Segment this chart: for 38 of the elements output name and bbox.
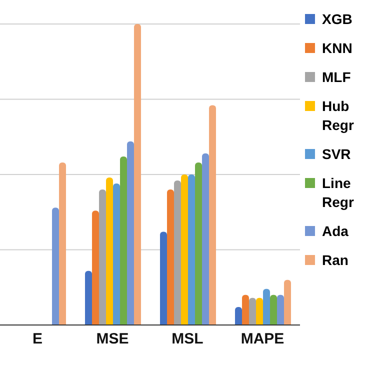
bar (256, 298, 263, 325)
x-tick-label: MSE (96, 330, 129, 348)
bar (263, 288, 270, 325)
bar (242, 294, 249, 325)
bar (284, 280, 291, 325)
bar (174, 180, 181, 325)
bar (235, 306, 242, 325)
bar (167, 190, 174, 325)
legend-label: Line Regr (322, 174, 355, 212)
legend-label: KNN (322, 39, 354, 58)
bar (127, 141, 134, 325)
bar (52, 208, 59, 325)
bar (249, 298, 256, 325)
x-tick-label: E (32, 330, 43, 348)
bar (195, 162, 202, 325)
bar (106, 178, 113, 325)
legend-label: MLF (322, 68, 352, 87)
bar (160, 232, 167, 325)
legend-label: Ada (322, 222, 350, 241)
bar (99, 190, 106, 325)
legend-label: Ran (322, 251, 350, 270)
legend-label: XGB (322, 10, 354, 29)
bar (120, 156, 127, 325)
legend-label: SVR (322, 145, 352, 164)
bar (202, 153, 209, 325)
bar (270, 294, 277, 325)
bar (59, 162, 66, 325)
bar (188, 174, 195, 325)
x-tick-label: MSL (172, 330, 204, 348)
bar (134, 24, 141, 325)
bar (85, 270, 92, 325)
bar (92, 210, 99, 325)
legend-label: Hub Regr (322, 97, 355, 135)
x-tick-label: MAPE (240, 330, 284, 348)
bar (209, 105, 216, 325)
bar (113, 184, 120, 325)
bar (277, 294, 284, 325)
bar (181, 174, 188, 325)
